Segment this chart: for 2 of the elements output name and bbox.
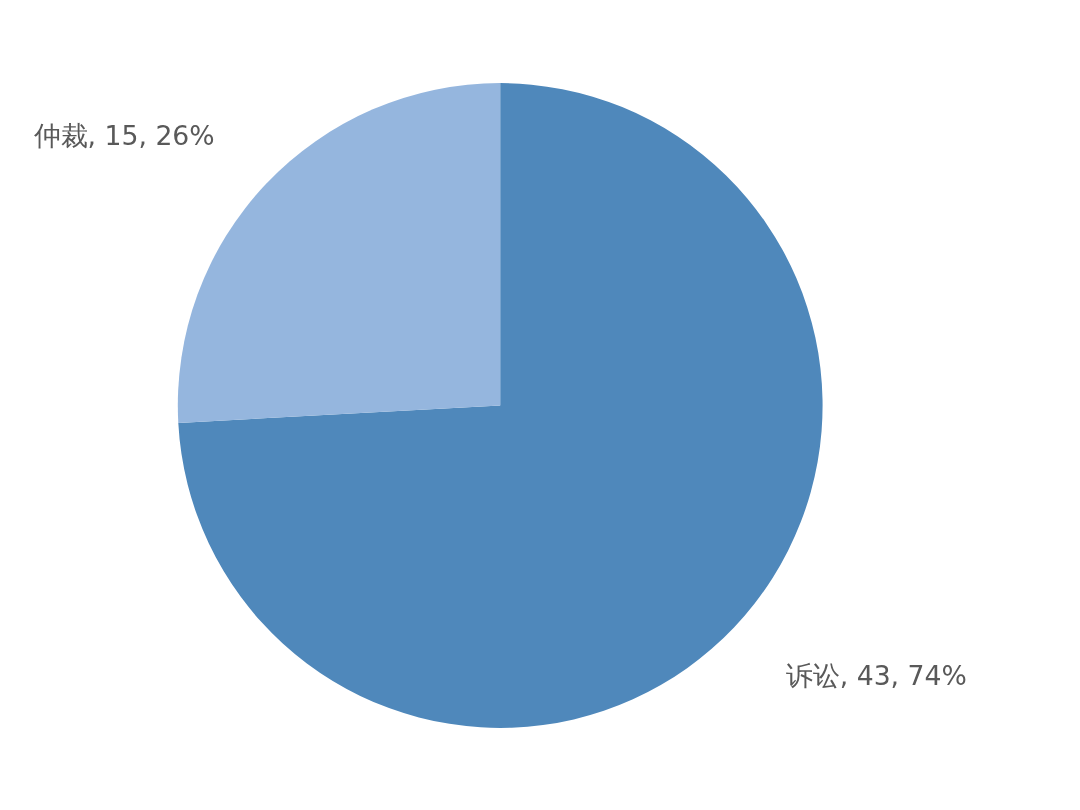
slice-label: 诉讼, 43, 74% [785, 659, 967, 691]
slice-label: 仲裁, 15, 26% [33, 120, 215, 152]
